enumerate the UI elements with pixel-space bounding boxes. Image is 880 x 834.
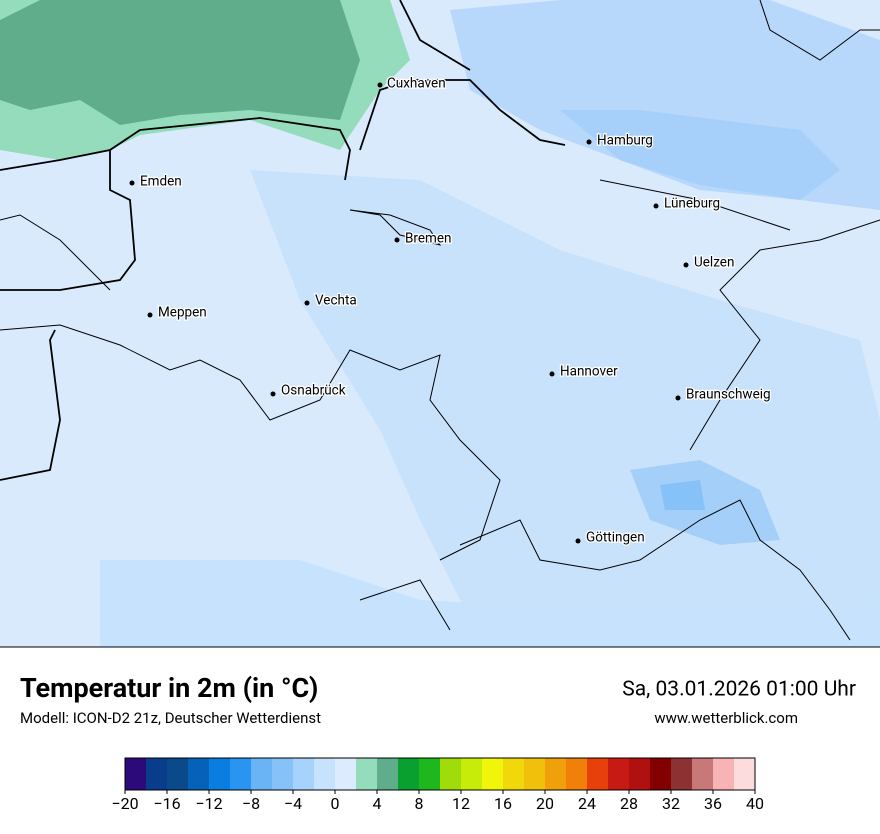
- color-swatch: [335, 758, 356, 790]
- city-label: Bremen: [405, 231, 451, 247]
- city: Lüneburg: [653, 194, 721, 213]
- city: Uelzen: [683, 253, 736, 272]
- color-swatch: [314, 758, 335, 790]
- city-label: Göttingen: [586, 530, 645, 546]
- cities: Cuxhaven Hamburg Emden Lüneburg Bremen U…: [129, 74, 772, 547]
- color-swatch: [146, 758, 167, 790]
- color-swatch: [608, 758, 629, 790]
- color-swatch: [125, 758, 146, 790]
- city: Göttingen: [575, 528, 646, 547]
- city: Vechta: [304, 291, 358, 310]
- city: Hannover: [549, 362, 619, 381]
- color-swatch: [377, 758, 398, 790]
- colorbar-tick-label: 36: [704, 794, 722, 813]
- color-swatch: [545, 758, 566, 790]
- colorbar-tick-label: 28: [620, 794, 638, 813]
- colorbar: −20 −16 −12 −8 −4 0 4 8 12 16 20 24 28 32 36 40: [111, 757, 764, 813]
- colorbar-tick-label: 24: [578, 794, 596, 813]
- color-swatch: [713, 758, 734, 790]
- datetime: Sa, 03.01.2026 01:00 Uhr: [622, 678, 856, 702]
- city-label: Osnabrück: [281, 383, 346, 399]
- city: Meppen: [147, 303, 208, 322]
- color-swatch: [398, 758, 419, 790]
- city: Osnabrück: [270, 381, 347, 400]
- color-swatch: [461, 758, 482, 790]
- color-swatch: [419, 758, 440, 790]
- city-label: Meppen: [158, 305, 207, 321]
- color-swatch: [167, 758, 188, 790]
- color-swatch: [671, 758, 692, 790]
- city-label: Cuxhaven: [387, 76, 446, 92]
- borders: [0, 0, 880, 641]
- color-swatch: [692, 758, 713, 790]
- color-swatch: [209, 758, 230, 790]
- city-label: Hamburg: [597, 133, 653, 149]
- colorbar-tick-label: −4: [284, 794, 302, 813]
- colorbar-tick-label: −12: [195, 794, 222, 813]
- city-label: Hannover: [560, 364, 618, 380]
- color-swatch: [482, 758, 503, 790]
- subtitle: Modell: ICON-D2 21z, Deutscher Wetterdie…: [20, 709, 321, 727]
- city-label: Vechta: [315, 293, 357, 309]
- color-swatch: [356, 758, 377, 790]
- color-swatch: [587, 758, 608, 790]
- colorbar-frame: [124, 757, 756, 791]
- colorbar-tick-label: 16: [494, 794, 512, 813]
- city-label: Emden: [140, 174, 182, 190]
- color-swatch: [230, 758, 251, 790]
- color-swatch: [629, 758, 650, 790]
- color-swatch: [188, 758, 209, 790]
- coastline: [0, 0, 566, 181]
- color-swatch: [503, 758, 524, 790]
- state-border: [0, 0, 880, 641]
- colorbar-tick-label: 12: [452, 794, 470, 813]
- city: Braunschweig: [675, 385, 772, 404]
- city: Emden: [129, 172, 183, 191]
- colorbar-tick-label: 40: [746, 794, 764, 813]
- colorbar-tick-label: −8: [242, 794, 260, 813]
- color-swatch: [524, 758, 545, 790]
- color-swatch: [251, 758, 272, 790]
- state-border: [349, 209, 442, 246]
- color-swatch: [566, 758, 587, 790]
- city-label: Uelzen: [694, 255, 734, 271]
- color-swatch: [272, 758, 293, 790]
- website: www.wetterblick.com: [654, 709, 798, 727]
- city-label: Lüneburg: [664, 196, 720, 212]
- colorbar-tick-label: 32: [662, 794, 680, 813]
- city: Cuxhaven: [377, 74, 447, 93]
- city: Bremen: [394, 229, 453, 248]
- coastline: [0, 150, 136, 481]
- colorbar-tick-label: −16: [153, 794, 180, 813]
- colorbar-tick-label: 20: [536, 794, 554, 813]
- colorbar-tick-label: −20: [111, 794, 138, 813]
- color-swatch: [440, 758, 461, 790]
- city-label: Braunschweig: [686, 387, 771, 403]
- colorbar-tick-label: 4: [373, 794, 382, 813]
- temperature-field: [0, 0, 880, 647]
- color-swatch: [293, 758, 314, 790]
- title: Temperatur in 2m (in °C): [20, 672, 318, 704]
- color-swatch: [650, 758, 671, 790]
- color-swatch: [734, 758, 755, 790]
- city: Hamburg: [586, 131, 654, 150]
- colorbar-tick-label: 0: [331, 794, 340, 813]
- colorbar-tick-label: 8: [415, 794, 424, 813]
